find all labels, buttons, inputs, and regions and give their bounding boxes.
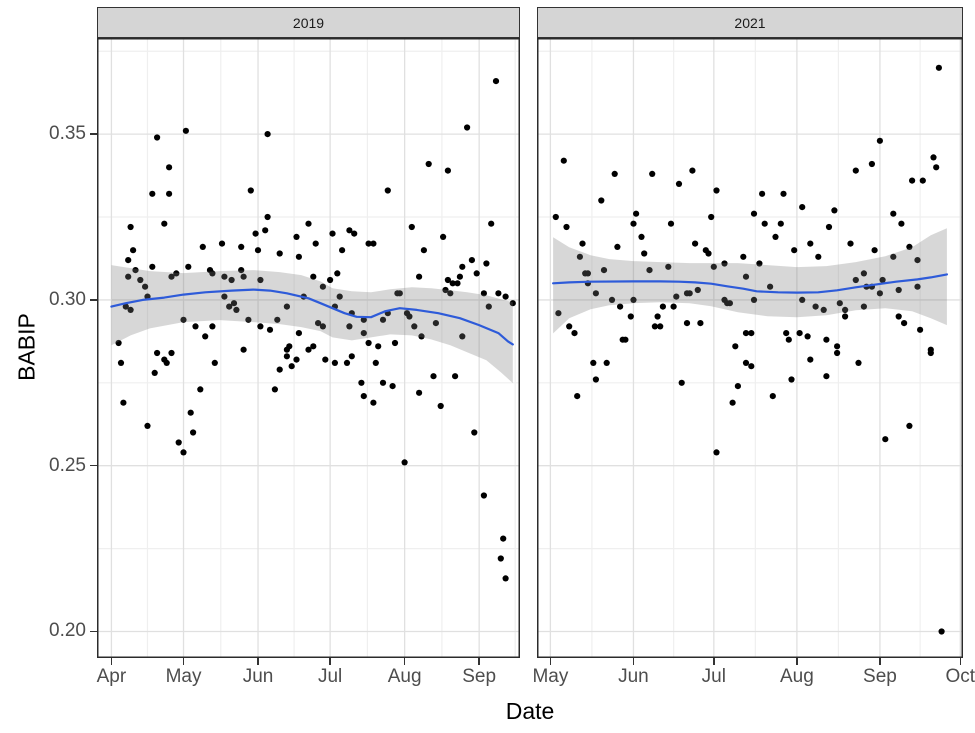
x-tick-mark xyxy=(879,658,881,665)
facet-strip-label: 2019 xyxy=(292,14,325,31)
panel-2021-plot xyxy=(537,38,963,658)
facet-strip-2019: 2019 xyxy=(97,7,520,38)
x-tick-mark xyxy=(478,658,480,665)
facet-strip-2021: 2021 xyxy=(537,7,963,38)
y-tick-label: 0.35 xyxy=(49,123,86,145)
x-tick-label: Jun xyxy=(242,666,274,687)
x-axis-title: Date xyxy=(505,698,555,724)
x-tick-label: Oct xyxy=(945,666,975,687)
x-tick-label: Aug xyxy=(779,666,814,687)
y-tick-label: 0.20 xyxy=(49,620,86,642)
x-tick-label: Aug xyxy=(387,666,422,687)
x-tick-label: May xyxy=(532,666,569,687)
y-tick-mark xyxy=(90,299,97,301)
y-tick-label: 0.25 xyxy=(49,454,86,476)
x-tick-label: May xyxy=(165,666,202,687)
y-tick-label: 0.30 xyxy=(49,288,86,310)
x-tick-mark xyxy=(959,658,962,665)
x-tick-label: Sep xyxy=(863,666,897,687)
y-tick-mark xyxy=(90,630,97,633)
x-tick-label: Jul xyxy=(701,666,726,687)
x-tick-mark xyxy=(713,658,715,665)
x-tick-label: Apr xyxy=(96,666,127,687)
x-tick-mark xyxy=(110,658,113,665)
x-tick-mark xyxy=(329,658,331,665)
x-tick-label: Sep xyxy=(462,666,497,687)
y-tick-mark xyxy=(90,464,97,467)
x-tick-mark xyxy=(403,658,406,665)
x-tick-label: Jun xyxy=(618,666,649,687)
x-tick-label: Jul xyxy=(317,666,343,687)
x-tick-mark xyxy=(549,658,552,665)
y-axis-title: BABIP xyxy=(13,313,40,381)
x-tick-mark xyxy=(632,658,635,665)
panel-2019-plot xyxy=(97,38,520,658)
facet-strip-label: 2021 xyxy=(734,14,766,31)
y-tick-mark xyxy=(90,133,97,135)
x-tick-mark xyxy=(796,658,798,665)
x-tick-mark xyxy=(257,658,259,665)
x-tick-mark xyxy=(182,658,185,665)
